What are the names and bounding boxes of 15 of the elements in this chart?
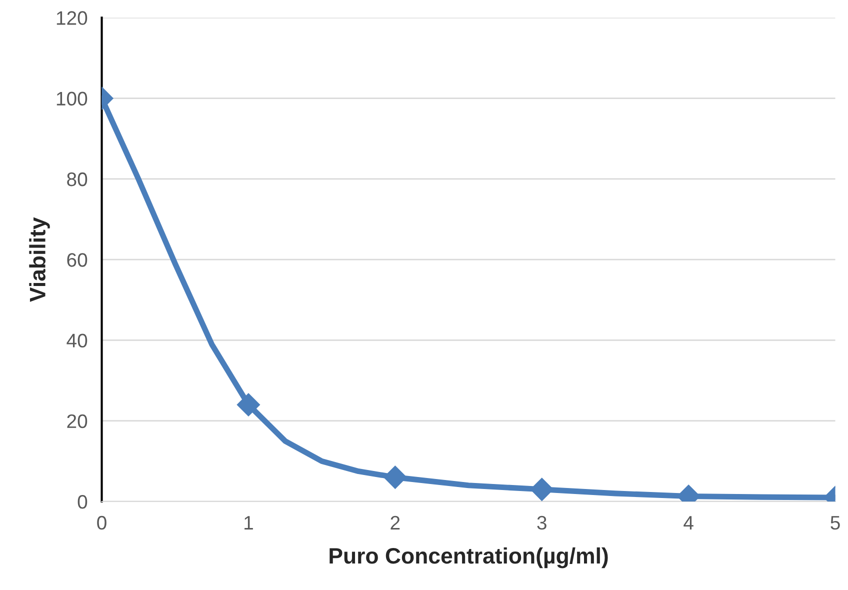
y-tick-label: 80 <box>67 172 88 186</box>
x-tick-label: 0 <box>97 516 106 530</box>
y-tick-label: 0 <box>78 494 88 509</box>
x-tick-label: 2 <box>390 516 400 530</box>
y-tick-label: 100 <box>56 92 88 106</box>
x-axis-title: Puro Concentration(µg/ml) <box>330 547 608 568</box>
x-tick-label: 5 <box>830 516 840 530</box>
y-tick-label: 120 <box>56 11 88 25</box>
y-axis-title: Viability <box>29 217 50 302</box>
y-tick-label: 20 <box>67 414 88 428</box>
x-tick-label: 4 <box>684 516 694 530</box>
y-tick-label: 40 <box>66 334 88 348</box>
x-tick-label: 3 <box>537 516 546 530</box>
x-tick-label: 1 <box>244 516 253 530</box>
y-tick-label: 60 <box>67 253 88 267</box>
